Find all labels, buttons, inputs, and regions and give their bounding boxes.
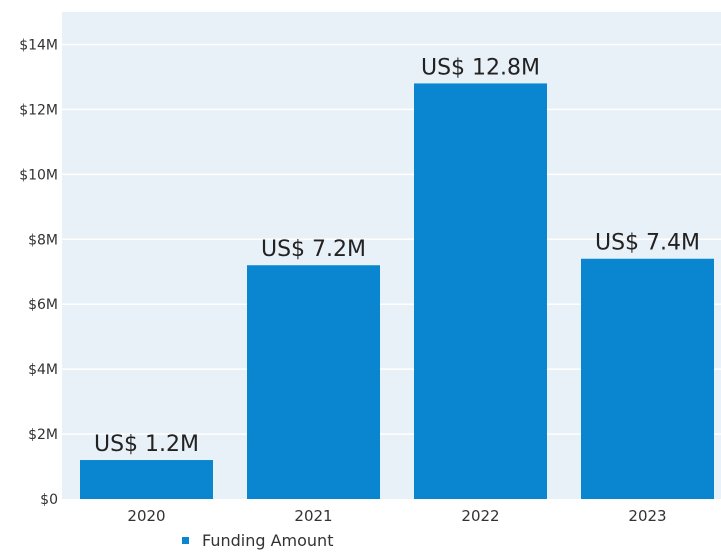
y-tick-label: $6M (28, 297, 58, 313)
bar-2022 (414, 83, 547, 499)
bar-2020 (80, 460, 213, 499)
y-tick-label: $8M (28, 232, 58, 248)
x-tick-label-2020: 2020 (127, 507, 165, 525)
y-tick-label: $2M (28, 427, 58, 443)
x-tick-label-2023: 2023 (628, 507, 666, 525)
y-tick-label: $14M (19, 37, 58, 53)
data-label-2023: US$ 7.4M (595, 231, 700, 256)
legend-label-funding-amount: Funding Amount (202, 531, 333, 550)
data-label-2022: US$ 12.8M (421, 55, 540, 80)
bars: US$ 1.2M US$ 7.2M US$ 12.8M US$ 7.4M (80, 55, 714, 499)
grid-lines (62, 43, 721, 435)
y-axis: $0 $2M $4M $6M $8M $10M $12M $14M (19, 37, 58, 508)
x-tick-label-2022: 2022 (461, 507, 499, 525)
legend: Funding Amount (182, 531, 333, 550)
x-axis: 2020 2021 2022 2023 (127, 507, 666, 525)
y-tick-label: $12M (19, 102, 58, 118)
y-tick-label: $4M (28, 362, 58, 378)
data-label-2020: US$ 1.2M (94, 432, 199, 457)
legend-swatch-funding-amount (182, 537, 189, 544)
y-tick-label: $10M (19, 167, 58, 183)
x-tick-label-2021: 2021 (294, 507, 332, 525)
data-label-2021: US$ 7.2M (261, 237, 366, 262)
bar-2023 (581, 258, 714, 499)
y-tick-label: $0 (40, 492, 58, 508)
bar-2021 (247, 265, 380, 499)
